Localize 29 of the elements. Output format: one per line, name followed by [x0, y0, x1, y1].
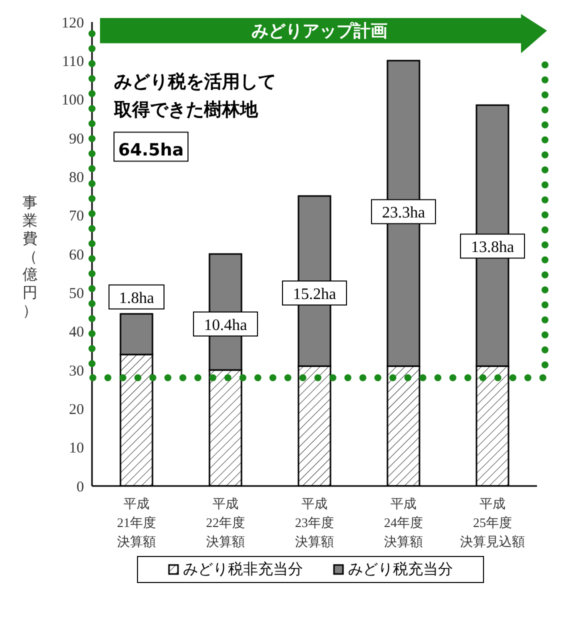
y-tick-label: 40	[69, 324, 84, 341]
annotation: 64.5ha	[118, 140, 184, 160]
annotation: 10.4ha	[204, 317, 248, 334]
x-tick-label: 平成25年度決算見込額	[460, 496, 525, 549]
x-tick-label: 平成23年度決算額	[295, 496, 334, 549]
x-tick-label: 平成24年度決算額	[384, 496, 423, 549]
y-tick-label: 60	[69, 247, 84, 264]
annotation: みどり税を活用して取得できた樹林地	[113, 72, 276, 121]
annotation: みどりアップ計画	[252, 22, 388, 42]
legend-label: みどり税非充当分	[182, 560, 303, 579]
y-tick-label: 0	[76, 479, 84, 496]
y-tick-label: 50	[69, 286, 84, 302]
y-tick-label: 110	[62, 54, 84, 70]
y-tick-label: 100	[62, 92, 84, 109]
y-tick-label: 30	[69, 363, 84, 380]
y-tick-label: 80	[69, 170, 84, 186]
y-tick-label: 120	[62, 15, 84, 32]
x-tick-label: 平成22年度決算額	[206, 496, 245, 549]
annotation: 15.2ha	[292, 286, 336, 303]
y-tick-label: 70	[69, 208, 84, 225]
annotation: 13.8ha	[470, 239, 514, 256]
x-tick-label: 平成21年度決算額	[117, 496, 156, 549]
y-axis-title: 事業費（億円）	[22, 194, 38, 320]
y-tick-label: 90	[69, 131, 84, 148]
annotation: 1.8ha	[118, 290, 154, 307]
y-tick-label: 10	[69, 440, 84, 457]
annotation: 23.3ha	[382, 204, 426, 222]
legend-label: みどり税充当分	[347, 560, 453, 579]
y-tick-label: 20	[69, 402, 84, 418]
